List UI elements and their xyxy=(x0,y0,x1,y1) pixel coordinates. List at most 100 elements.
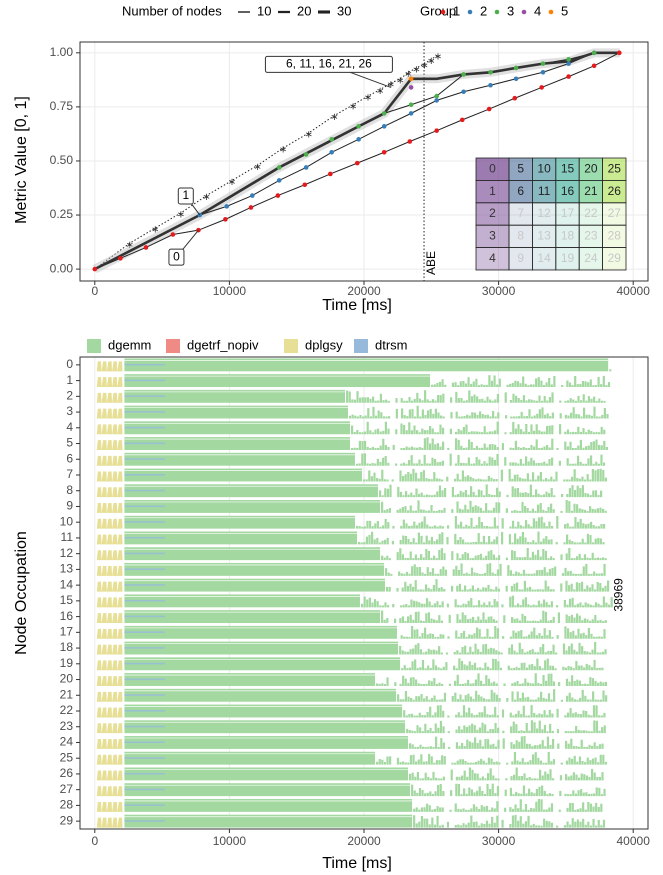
dgemm-dense xyxy=(124,798,413,812)
annotation-label: 0 xyxy=(173,249,180,263)
group-legend-label: 1 xyxy=(453,3,460,18)
inset-cell-label: 5 xyxy=(517,161,524,175)
dplgsy-block xyxy=(96,739,123,749)
abe-star: ∗ xyxy=(434,52,442,63)
inset-cell-label: 10 xyxy=(537,161,551,175)
dgemm-dense xyxy=(124,767,409,781)
group-legend-key xyxy=(440,9,446,15)
inset-cell-label: 14 xyxy=(537,251,551,265)
x-tick-label: 0 xyxy=(91,834,98,848)
dgemm-sparse xyxy=(401,658,604,671)
data-point xyxy=(591,63,597,69)
dgemm-sparse xyxy=(381,500,607,513)
dtrsm-block xyxy=(124,662,165,665)
data-point xyxy=(381,124,387,129)
y-tick-label: 17 xyxy=(60,625,74,639)
y-tick-label: 0.50 xyxy=(50,153,74,167)
plot-frame xyxy=(79,356,649,830)
dgemm-sparse xyxy=(351,421,606,435)
dtrsm-block xyxy=(124,631,165,633)
dplgsy-block xyxy=(96,676,123,686)
data-point xyxy=(248,205,254,210)
dplgsy-block xyxy=(96,550,123,561)
dgemm-sparse xyxy=(413,799,603,812)
dgemm-sparse xyxy=(362,468,607,482)
data-point xyxy=(249,193,255,198)
dtrsm-block xyxy=(124,584,165,586)
legend-label: dgetrf_nopiv xyxy=(187,337,259,352)
y-tick-label: 5 xyxy=(66,436,73,450)
dplgsy-block xyxy=(96,377,123,388)
y-axis-title: Node Occupation xyxy=(13,531,30,655)
dgemm-dense xyxy=(124,405,348,419)
y-tick-label: 10 xyxy=(60,514,74,528)
data-point xyxy=(408,111,414,116)
data-point xyxy=(540,69,546,75)
inset-cell-label: 13 xyxy=(537,229,551,243)
x-tick-label: 30000 xyxy=(482,284,516,298)
data-point xyxy=(408,102,414,108)
annotation-box xyxy=(177,187,194,205)
x-tick-label: 10000 xyxy=(213,284,247,298)
y-tick-label: 3 xyxy=(66,404,73,418)
dgemm-dense xyxy=(124,358,609,372)
data-point xyxy=(512,95,518,101)
dtrsm-block xyxy=(124,552,165,555)
y-tick-label: 12 xyxy=(60,546,74,560)
abe-star: ∗ xyxy=(404,69,412,80)
abe-star: ∗ xyxy=(387,80,395,91)
dgemm-sparse xyxy=(376,751,608,765)
dtrsm-block xyxy=(124,772,165,775)
dgemm-dense xyxy=(124,704,403,718)
dplgsy-block xyxy=(96,455,123,466)
data-point xyxy=(329,150,334,155)
annotation-box xyxy=(168,248,185,266)
dgemm-dense xyxy=(124,720,406,734)
dplgsy-block xyxy=(96,518,123,529)
dplgsy-block xyxy=(96,723,123,734)
dplgsy-block xyxy=(96,471,123,482)
size-legend-label: 10 xyxy=(257,3,271,18)
dplgsy-block xyxy=(96,613,123,624)
y-tick-label: 26 xyxy=(60,766,74,780)
data-point xyxy=(591,50,597,56)
dtrsm-block xyxy=(124,788,165,791)
dplgsy-block xyxy=(96,691,123,702)
dtrsm-block xyxy=(124,442,165,445)
dtrsm-block xyxy=(124,615,165,618)
y-tick-label: 0.25 xyxy=(50,207,74,221)
data-point xyxy=(92,266,98,272)
dgemm-dense xyxy=(124,500,381,513)
x-axis-title: Time [ms] xyxy=(322,855,392,872)
inset-cell-label: 28 xyxy=(608,229,622,243)
dplgsy-block xyxy=(96,581,123,592)
dgemm-sparse xyxy=(413,814,606,828)
abe-star: ∗ xyxy=(202,192,210,203)
dgemm-dense xyxy=(124,641,399,655)
dgemm-dense xyxy=(124,578,385,592)
dplgsy-block xyxy=(96,786,123,797)
group-legend-key xyxy=(494,9,500,15)
data-point xyxy=(223,217,228,222)
abe-star: ∗ xyxy=(151,225,159,236)
y-tick-label: 24 xyxy=(60,735,74,749)
inset-group-label: 3 xyxy=(489,229,496,243)
x-tick-label: 10000 xyxy=(213,834,247,848)
data-point xyxy=(566,61,571,66)
legend-key xyxy=(87,339,101,353)
data-point xyxy=(461,89,466,95)
group-legend-label: 5 xyxy=(561,3,568,18)
dtrsm-block xyxy=(124,474,165,476)
data-point xyxy=(118,255,123,261)
data-point xyxy=(513,65,519,71)
y-tick-label: 1.00 xyxy=(50,45,74,59)
inset-cell-label: 22 xyxy=(584,206,598,220)
data-point xyxy=(329,137,334,142)
data-point xyxy=(540,61,546,66)
dplgsy-block xyxy=(96,628,123,639)
y-tick-label: 0 xyxy=(66,357,73,371)
data-point xyxy=(354,160,360,166)
group-legend-label: 2 xyxy=(480,3,487,18)
inset-cell xyxy=(602,247,627,271)
dtrsm-block xyxy=(124,757,165,759)
